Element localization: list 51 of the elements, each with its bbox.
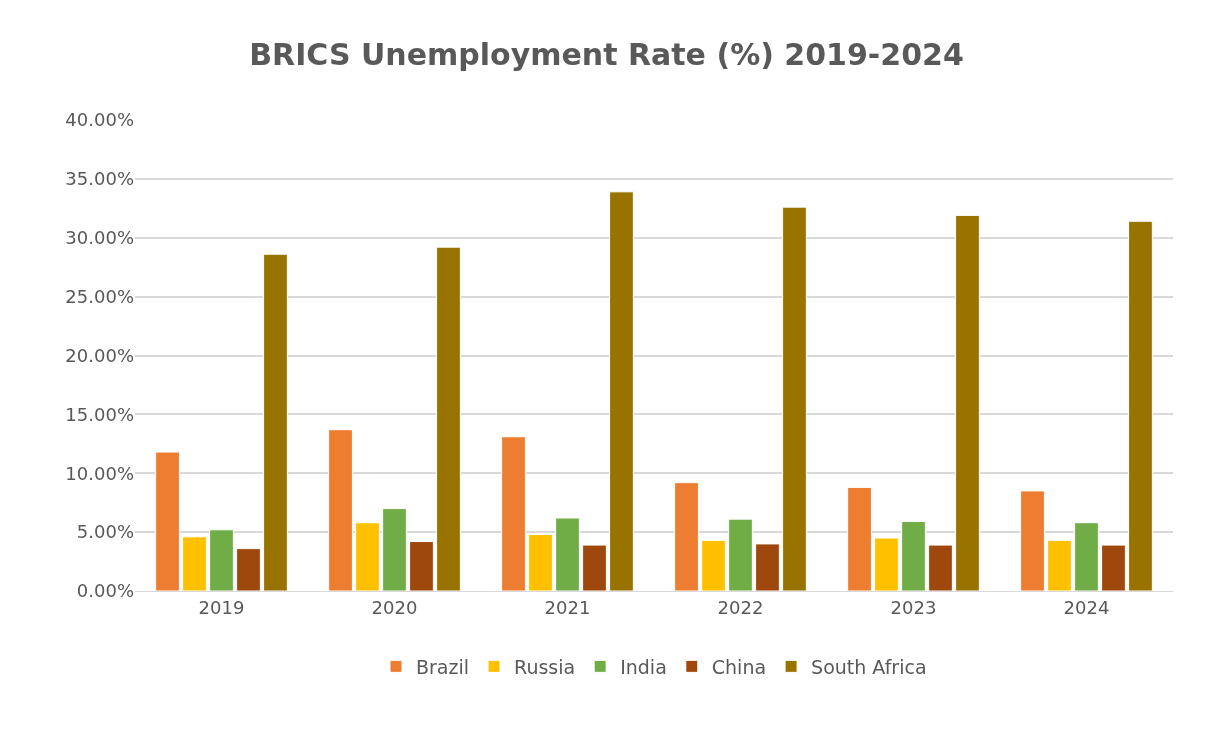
bar xyxy=(609,191,634,591)
bar xyxy=(901,521,926,591)
legend-label: South Africa xyxy=(811,655,927,678)
bar xyxy=(382,508,407,591)
bar xyxy=(555,517,580,591)
bar xyxy=(236,548,261,591)
bar xyxy=(701,539,726,591)
bar xyxy=(728,518,753,591)
y-tick-label: 25.00% xyxy=(65,285,134,307)
bar xyxy=(874,537,899,591)
y-tick-label: 5.00% xyxy=(76,521,134,543)
bar xyxy=(928,544,953,591)
bar xyxy=(1128,220,1153,591)
chart-title: BRICS Unemployment Rate (%) 2019-2024 xyxy=(249,36,964,72)
x-tick-label: 2023 xyxy=(890,596,937,618)
bar xyxy=(182,536,207,591)
bar xyxy=(155,451,180,591)
bar xyxy=(355,522,380,591)
bar xyxy=(782,206,807,591)
bar xyxy=(955,214,980,591)
x-tick-label: 2022 xyxy=(717,596,764,618)
legend-label: Russia xyxy=(514,655,576,678)
bar xyxy=(1047,539,1072,591)
x-tick-label: 2020 xyxy=(371,596,418,618)
bar xyxy=(1101,544,1126,591)
bar xyxy=(674,482,699,591)
x-tick-label: 2021 xyxy=(544,596,591,618)
bar xyxy=(328,429,353,591)
y-tick-label: 30.00% xyxy=(65,227,134,249)
bar xyxy=(409,541,434,591)
legend-label: India xyxy=(620,655,667,678)
bar xyxy=(209,529,234,591)
legend-label: China xyxy=(711,655,767,678)
bar xyxy=(1020,490,1045,591)
y-tick-label: 0.00% xyxy=(76,580,134,602)
bar xyxy=(847,486,872,591)
y-tick-label: 20.00% xyxy=(65,344,134,366)
legend-label: Brazil xyxy=(416,655,470,678)
y-tick-label: 35.00% xyxy=(65,168,134,190)
x-tick-label: 2024 xyxy=(1063,596,1110,618)
y-tick-label: 40.00% xyxy=(65,109,134,131)
bar xyxy=(755,543,780,591)
bar xyxy=(582,544,607,591)
x-tick-label: 2019 xyxy=(198,596,245,618)
bar xyxy=(1074,522,1099,591)
bar xyxy=(263,253,288,591)
bar xyxy=(436,246,461,591)
y-tick-label: 15.00% xyxy=(65,403,134,425)
bar xyxy=(528,533,553,591)
bar xyxy=(501,436,526,591)
y-tick-label: 10.00% xyxy=(65,462,134,484)
